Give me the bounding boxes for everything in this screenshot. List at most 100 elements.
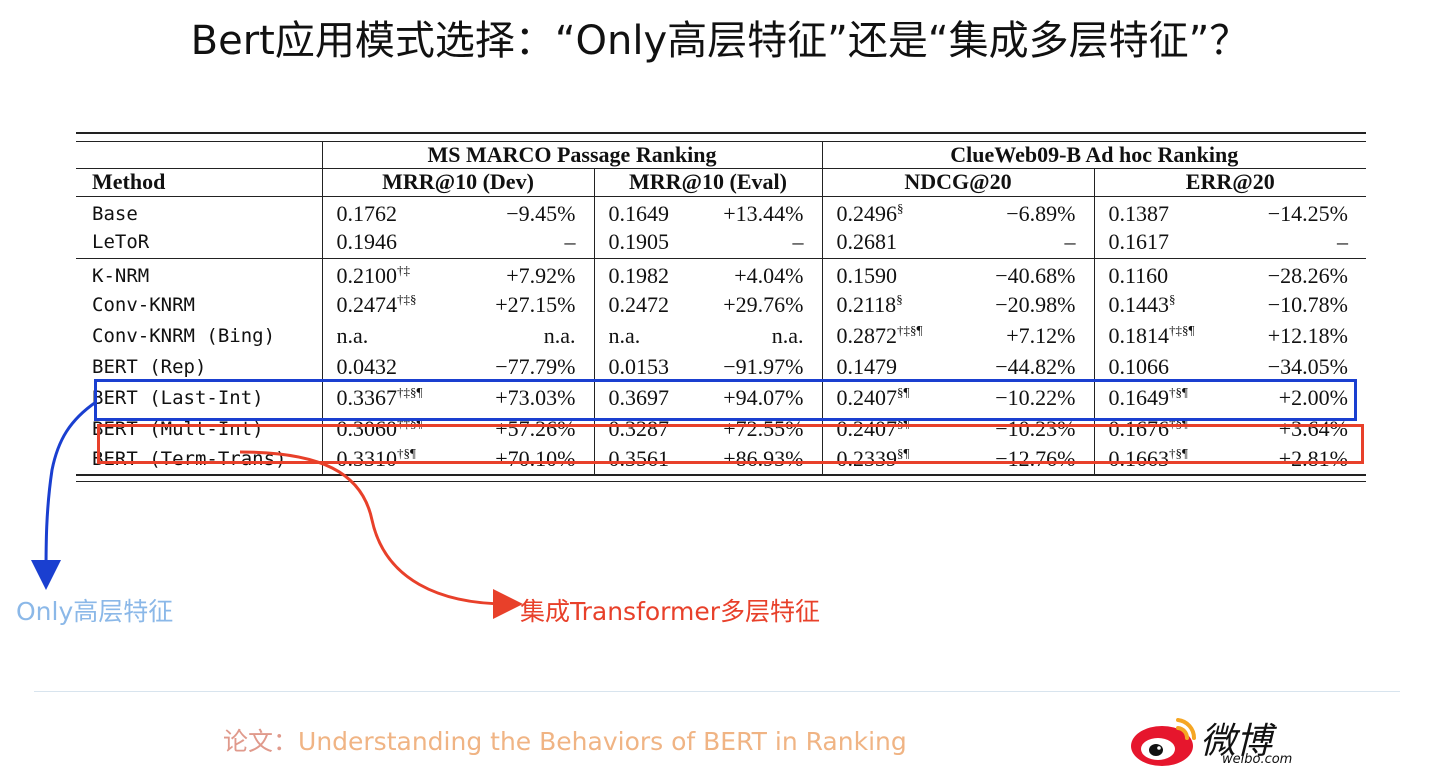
- mrr-eval-delta-cell-text: +29.76%: [723, 291, 804, 317]
- ndcg-delta-cell: −12.76%: [970, 444, 1095, 475]
- weibo-logo-icon: [1131, 718, 1197, 766]
- err-cell: 0.1663†§¶: [1094, 444, 1238, 475]
- mrr-dev-cell: 0.1762: [322, 196, 454, 227]
- err-cell-text: 0.1066: [1108, 353, 1170, 379]
- method-cell: Conv-KNRM (Bing): [76, 320, 323, 351]
- err-cell-text: 0.1160: [1108, 262, 1169, 288]
- paper-title: Understanding the Behaviors of BERT in R…: [298, 727, 907, 756]
- ndcg-delta-cell-text: –: [1064, 229, 1076, 255]
- mrr-dev-delta-cell: −9.45%: [454, 196, 595, 227]
- mrr-dev-delta-cell: +27.15%: [454, 289, 595, 320]
- ndcg-delta-cell: −40.68%: [970, 257, 1095, 289]
- ndcg-delta-cell: –: [970, 227, 1095, 258]
- significance-marker: †§¶: [1169, 384, 1188, 400]
- method-cell-text: BERT (Rep): [92, 355, 207, 378]
- only-top-layer-arrow: [31, 400, 97, 590]
- footer-divider: [34, 691, 1400, 692]
- mrr-dev-delta-cell-text: –: [564, 229, 576, 255]
- mrr-eval-delta-cell-text: –: [792, 229, 804, 255]
- group-header-clueweb: ClueWeb09-B Ad hoc Ranking: [950, 141, 1239, 167]
- mrr-dev-delta-cell: +70.10%: [454, 444, 595, 475]
- mrr-eval-delta-cell: +4.04%: [696, 257, 823, 289]
- err-cell: 0.1066: [1094, 351, 1238, 382]
- ndcg-delta-cell-text: +7.12%: [1006, 322, 1076, 348]
- method-cell: Conv-KNRM: [76, 289, 323, 320]
- citation-prefix: 论文：: [223, 727, 299, 756]
- significance-marker: †‡§¶: [897, 322, 923, 338]
- err-delta-cell: +2.81%: [1238, 444, 1366, 475]
- err-delta-cell-text: +12.18%: [1267, 322, 1348, 348]
- significance-marker: §¶: [897, 445, 910, 461]
- ndcg-delta-cell-text: −20.98%: [995, 291, 1076, 317]
- method-cell: BERT (Last-Int): [76, 382, 323, 413]
- mrr-eval-cell-text: 0.1649: [608, 200, 670, 226]
- err-delta-cell: +2.00%: [1238, 382, 1366, 413]
- paper-citation: 论文：Understanding the Behaviors of BERT i…: [223, 722, 907, 758]
- table-row: Base 0.1762 −9.45% 0.1649 +13.44% 0.2496§ −6.8…: [76, 196, 1366, 227]
- ndcg-cell-text: 0.2496: [836, 200, 898, 226]
- ndcg-delta-cell-text: −40.68%: [995, 262, 1076, 288]
- mrr-eval-delta-cell-text: +94.07%: [723, 384, 804, 410]
- mrr-eval-cell: 0.0153: [594, 351, 696, 382]
- mrr-eval-delta-cell-text: −91.97%: [723, 353, 804, 379]
- mrr-dev-cell: 0.2100†‡: [322, 257, 454, 289]
- err-delta-cell-text: +2.81%: [1278, 446, 1348, 471]
- err-cell: 0.1160: [1094, 257, 1238, 289]
- ndcg-cell-text: 0.2407: [836, 384, 898, 410]
- mrr-eval-delta-cell: +86.93%: [696, 444, 823, 475]
- mrr-eval-delta-cell: –: [696, 227, 823, 258]
- mrr-eval-delta-cell-text: n.a.: [771, 322, 804, 348]
- err-cell-text: 0.1663: [1108, 446, 1170, 471]
- column-header-mrr-eval: MRR@10 (Eval): [594, 167, 823, 197]
- mrr-eval-cell-text: n.a.: [608, 322, 641, 348]
- mrr-dev-delta-cell-text: −77.79%: [495, 353, 576, 379]
- mrr-eval-cell-text: 0.1982: [608, 262, 670, 288]
- last-int-highlight-box: [94, 379, 1357, 421]
- significance-marker: §: [1169, 291, 1176, 307]
- err-delta-cell-text: −34.05%: [1267, 353, 1348, 379]
- ndcg-cell-text: 0.2681: [836, 229, 898, 255]
- mrr-eval-cell-text: 0.2472: [608, 291, 670, 317]
- significance-marker: §¶: [897, 384, 910, 400]
- mrr-eval-delta-cell: n.a.: [696, 320, 823, 351]
- mrr-dev-delta-cell-text: +7.92%: [506, 262, 576, 288]
- mrr-dev-delta-cell: −77.79%: [454, 351, 595, 382]
- mrr-dev-cell-text: 0.1946: [336, 229, 398, 255]
- column-header-method: Method: [76, 167, 323, 197]
- err-delta-cell: −34.05%: [1238, 351, 1366, 382]
- ndcg-delta-cell: −44.82%: [970, 351, 1095, 382]
- err-delta-cell: −14.25%: [1238, 196, 1366, 227]
- ndcg-cell: 0.2339§¶: [822, 444, 970, 475]
- mult-int-highlight-box: [97, 424, 1364, 464]
- mrr-dev-delta-cell: +73.03%: [454, 382, 595, 413]
- mrr-dev-delta-cell-text: −9.45%: [506, 200, 576, 226]
- method-cell-text: BERT (Term-Trans): [92, 448, 287, 470]
- mrr-eval-delta-cell: +94.07%: [696, 382, 823, 413]
- table-row: Conv-KNRM 0.2474†‡§ +27.15% 0.2472 +29.76% 0.…: [76, 289, 1366, 320]
- err-delta-cell-text: −28.26%: [1267, 262, 1348, 288]
- mrr-eval-cell: 0.3561: [594, 444, 696, 475]
- table-row: BERT (Rep) 0.0432 −77.79% 0.0153 −91.97% 0.14…: [76, 351, 1366, 382]
- ndcg-cell: 0.1590: [822, 257, 970, 289]
- err-delta-cell: −10.78%: [1238, 289, 1366, 320]
- column-header-ndcg: NDCG@20: [822, 167, 1095, 197]
- significance-marker: †§¶: [1169, 445, 1188, 461]
- mrr-dev-cell-text: 0.3367: [336, 384, 398, 410]
- mrr-eval-cell-text: 0.3697: [608, 384, 670, 410]
- significance-marker: †‡§: [397, 291, 417, 307]
- results-table: MS MARCO Passage Ranking ClueWeb09-B Ad …: [76, 132, 1366, 482]
- method-cell: K-NRM: [76, 257, 323, 289]
- ndcg-cell: 0.2407§¶: [822, 382, 970, 413]
- multi-layer-arrow: [239, 450, 523, 619]
- mrr-dev-cell-text: 0.0432: [336, 353, 398, 379]
- err-cell: 0.1617: [1094, 227, 1238, 258]
- mrr-dev-cell: 0.0432: [322, 351, 454, 382]
- err-cell: 0.1814†‡§¶: [1094, 320, 1238, 351]
- significance-marker: †‡§¶: [397, 384, 423, 400]
- slide-title: Bert应用模式选择：“Only高层特征”还是“集成多层特征”？: [190, 18, 1250, 64]
- ndcg-cell: 0.1479: [822, 351, 970, 382]
- method-cell-text: Base: [92, 202, 138, 225]
- mrr-dev-delta-cell-text: +73.03%: [495, 384, 576, 410]
- mrr-eval-delta-cell-text: +13.44%: [723, 200, 804, 226]
- significance-marker: §: [897, 200, 904, 216]
